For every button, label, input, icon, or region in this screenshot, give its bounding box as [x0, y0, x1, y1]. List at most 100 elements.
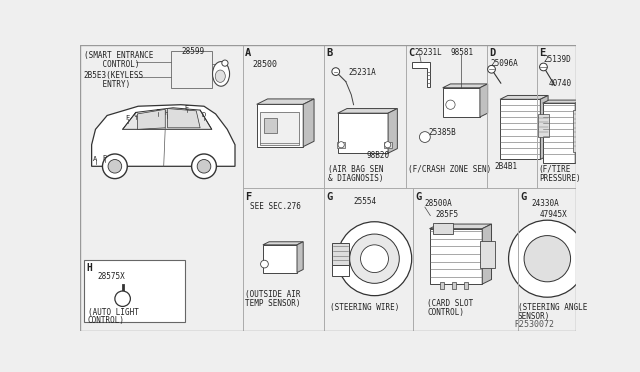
Circle shape: [446, 100, 455, 109]
Text: (AIR BAG SEN: (AIR BAG SEN: [328, 165, 383, 174]
Text: 25231L: 25231L: [415, 48, 442, 57]
Text: C: C: [408, 48, 414, 58]
Circle shape: [540, 63, 547, 71]
Polygon shape: [303, 99, 314, 147]
Ellipse shape: [212, 62, 230, 86]
Bar: [172, 51, 212, 88]
Text: 25096A: 25096A: [491, 58, 518, 67]
Circle shape: [349, 234, 399, 283]
Bar: [452, 282, 456, 289]
Polygon shape: [388, 109, 397, 153]
Polygon shape: [257, 99, 314, 104]
Text: 98581: 98581: [451, 48, 474, 57]
Text: & DIAGNOSIS): & DIAGNOSIS): [328, 174, 383, 183]
Text: G: G: [326, 192, 333, 202]
Text: PRESSURE): PRESSURE): [539, 174, 580, 183]
Circle shape: [524, 235, 571, 282]
Text: TEMP SENSOR): TEMP SENSOR): [245, 299, 301, 308]
Polygon shape: [575, 100, 581, 163]
Bar: [84, 260, 184, 322]
Circle shape: [332, 68, 340, 76]
Polygon shape: [92, 105, 235, 166]
Text: ENTRY): ENTRY): [84, 80, 130, 89]
Text: (F/TIRE: (F/TIRE: [539, 165, 571, 174]
Circle shape: [260, 260, 268, 268]
Polygon shape: [257, 104, 303, 147]
Text: 2B4B1: 2B4B1: [495, 162, 518, 171]
Bar: [260, 112, 298, 145]
Text: G: G: [155, 109, 159, 115]
Text: B: B: [102, 155, 107, 161]
Circle shape: [360, 245, 388, 273]
Bar: [480, 241, 495, 268]
Text: 24330A: 24330A: [532, 199, 559, 208]
Text: (SMART ENTRANCE: (SMART ENTRANCE: [84, 51, 153, 60]
Polygon shape: [500, 99, 540, 159]
Bar: [332, 265, 349, 276]
Text: H: H: [86, 263, 92, 273]
Circle shape: [115, 291, 131, 307]
Ellipse shape: [215, 70, 225, 82]
Text: (STEERING WIRE): (STEERING WIRE): [330, 302, 400, 312]
Text: SENSOR): SENSOR): [518, 312, 550, 321]
Polygon shape: [480, 84, 488, 117]
Circle shape: [488, 65, 495, 73]
Polygon shape: [263, 242, 303, 245]
Polygon shape: [443, 84, 488, 88]
Polygon shape: [263, 245, 297, 273]
Circle shape: [419, 132, 430, 142]
Text: 25385B: 25385B: [429, 128, 456, 137]
Polygon shape: [138, 109, 165, 129]
Text: G: G: [520, 192, 527, 202]
Text: A: A: [93, 156, 97, 162]
Circle shape: [222, 60, 228, 66]
Text: A: A: [245, 48, 252, 58]
Circle shape: [338, 142, 344, 148]
Text: D: D: [202, 112, 206, 118]
Polygon shape: [500, 96, 548, 99]
Text: 28599: 28599: [182, 47, 205, 56]
Polygon shape: [429, 224, 492, 229]
Text: D: D: [489, 48, 495, 58]
Text: B: B: [326, 48, 333, 58]
Bar: [573, 110, 582, 153]
Text: (CARD SLOT: (CARD SLOT: [428, 299, 474, 308]
Text: SEE SEC.276: SEE SEC.276: [250, 202, 301, 212]
Circle shape: [191, 154, 216, 179]
Text: C: C: [134, 112, 138, 118]
Bar: [433, 223, 452, 234]
Text: CONTROL): CONTROL): [84, 60, 140, 69]
Text: (AUTO LIGHT: (AUTO LIGHT: [88, 308, 139, 317]
Circle shape: [385, 142, 391, 148]
Text: G: G: [415, 192, 422, 202]
Text: (STEERING ANGLE: (STEERING ANGLE: [518, 302, 588, 312]
Polygon shape: [412, 62, 430, 87]
Text: F: F: [125, 115, 130, 122]
Polygon shape: [338, 109, 397, 113]
Text: 98B20: 98B20: [367, 151, 390, 160]
Text: 28500A: 28500A: [425, 199, 452, 208]
Polygon shape: [297, 242, 303, 273]
Bar: [332, 243, 349, 265]
Text: E: E: [184, 105, 189, 111]
Circle shape: [102, 154, 127, 179]
Text: CONTROL): CONTROL): [428, 308, 464, 317]
Text: 47945X: 47945X: [540, 210, 567, 219]
Polygon shape: [543, 100, 581, 103]
Bar: [264, 118, 277, 133]
Text: R2530072: R2530072: [514, 320, 554, 329]
Polygon shape: [429, 229, 482, 284]
Polygon shape: [482, 224, 492, 284]
Text: E: E: [540, 48, 546, 58]
Text: F: F: [245, 192, 252, 202]
Text: 25139D: 25139D: [543, 55, 572, 64]
Polygon shape: [338, 113, 388, 153]
Polygon shape: [443, 88, 480, 117]
Circle shape: [108, 160, 122, 173]
Circle shape: [579, 247, 589, 258]
Bar: [440, 282, 444, 289]
Text: 25554: 25554: [353, 197, 377, 206]
Text: 28500: 28500: [252, 60, 277, 69]
Polygon shape: [123, 108, 212, 129]
Bar: [384, 142, 392, 148]
